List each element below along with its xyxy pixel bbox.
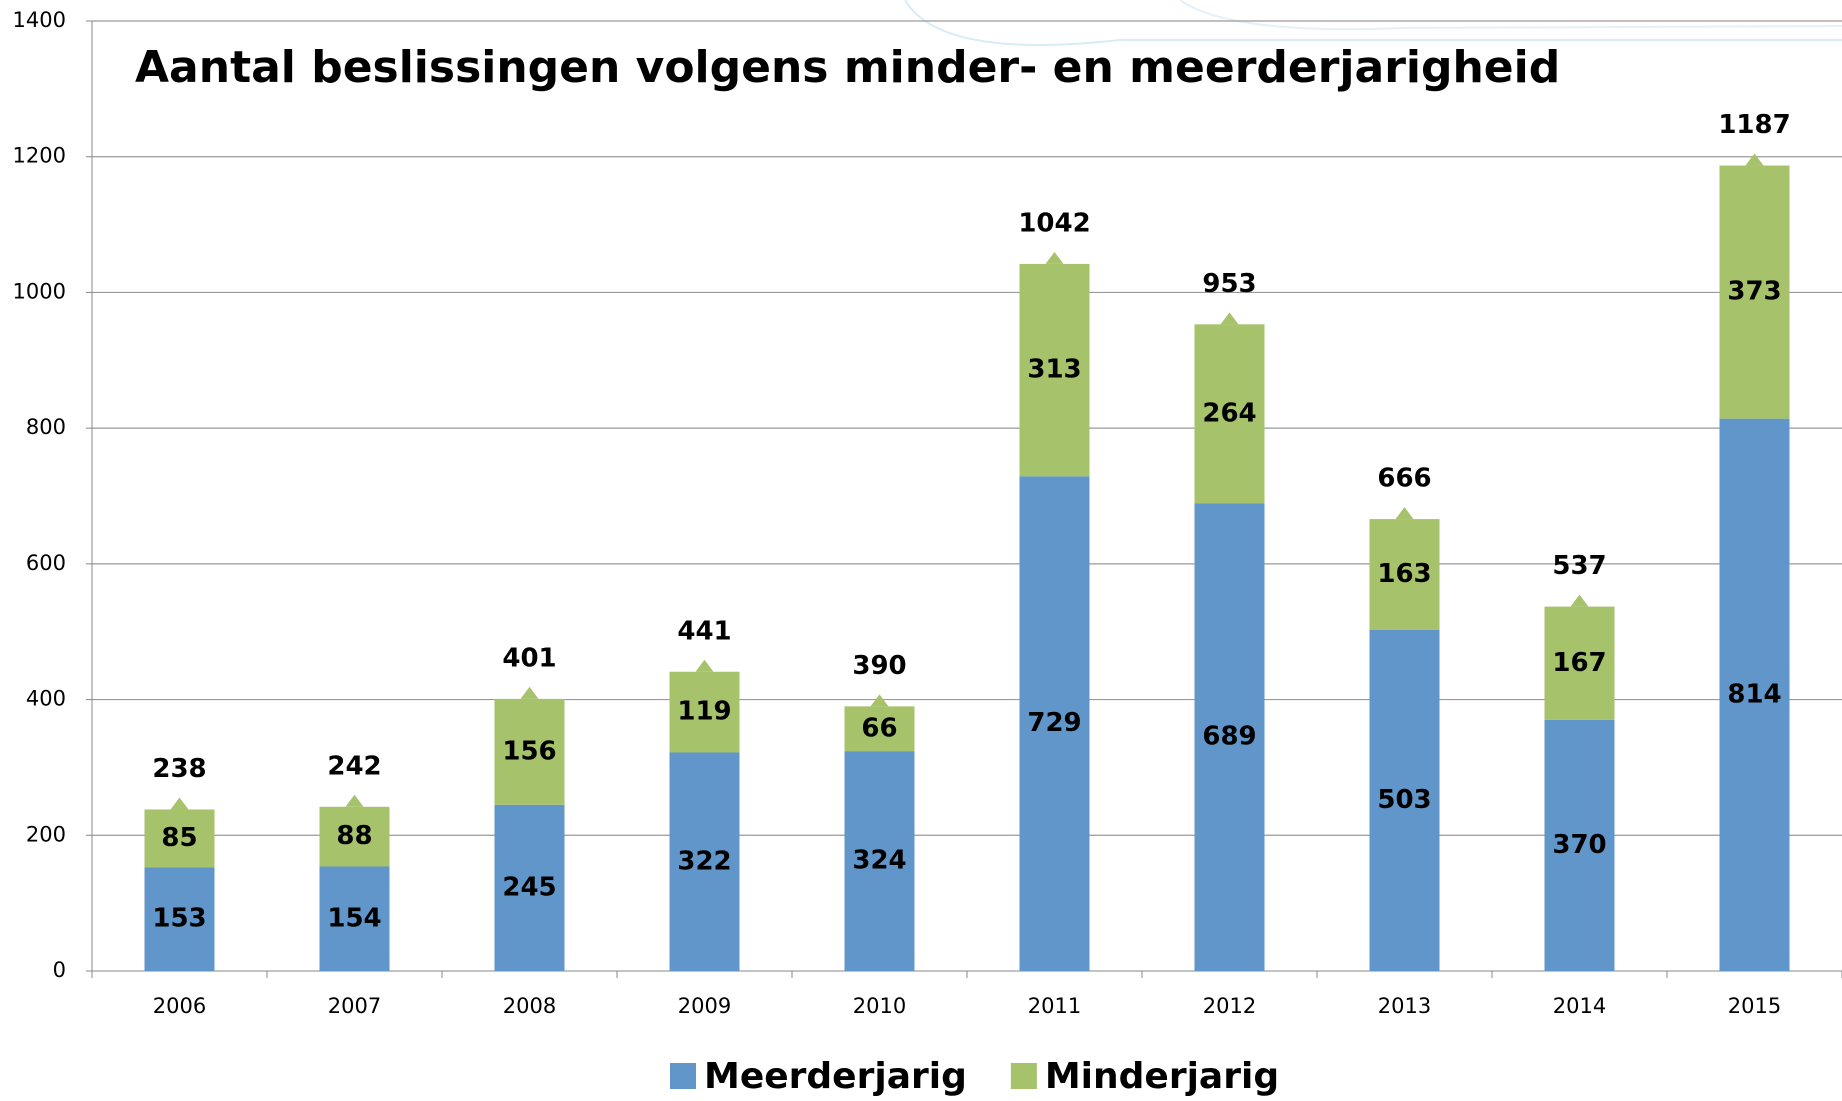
total-label: 537: [1552, 551, 1606, 581]
total-marker: [1220, 312, 1239, 325]
total-marker: [520, 686, 539, 699]
value-label: 153: [152, 904, 206, 934]
x-tick-label: 2006: [153, 994, 206, 1018]
value-label: 729: [1027, 708, 1081, 738]
total-label: 441: [677, 616, 731, 646]
value-label: 163: [1377, 559, 1431, 589]
value-label: 245: [502, 872, 556, 902]
x-tick-label: 2015: [1728, 994, 1781, 1018]
y-tick-label: 800: [26, 415, 66, 439]
legend-swatch: [670, 1063, 696, 1089]
total-marker: [345, 794, 364, 807]
total-label: 390: [852, 651, 906, 681]
total-marker: [1745, 153, 1764, 166]
bar-segment: [669, 671, 740, 753]
x-tick-label: 2010: [853, 994, 906, 1018]
value-label: 119: [677, 697, 731, 727]
value-label: 264: [1202, 398, 1256, 428]
bar-segment: [144, 867, 215, 971]
bar-segment: [1194, 503, 1265, 971]
value-label: 373: [1727, 277, 1781, 307]
legend-swatch: [1010, 1063, 1037, 1089]
bar-segment: [319, 806, 390, 867]
x-tick-label: 2014: [1553, 994, 1606, 1018]
x-tick-label: 2007: [328, 994, 381, 1018]
bar-segment: [1019, 263, 1090, 477]
value-label: 156: [502, 736, 556, 766]
total-marker: [1570, 594, 1589, 607]
value-label: 503: [1377, 785, 1431, 815]
total-marker: [1045, 251, 1064, 264]
bar-segment: [494, 804, 565, 971]
total-label: 953: [1202, 269, 1256, 299]
value-label: 689: [1202, 722, 1256, 752]
total-marker: [695, 659, 714, 672]
bar-segment: [1544, 719, 1615, 971]
value-label: 322: [677, 846, 731, 876]
total-label: 242: [327, 751, 381, 781]
bar-segment: [1719, 418, 1790, 972]
y-tick-label: 1000: [13, 279, 66, 303]
bar-segment: [1719, 165, 1790, 419]
total-label: 1042: [1018, 208, 1090, 238]
total-marker: [170, 797, 189, 810]
bar-segment: [1194, 324, 1265, 504]
x-tick-label: 2013: [1378, 994, 1431, 1018]
bar-segment: [844, 706, 915, 752]
legend-label: Minderjarig: [1045, 1056, 1279, 1097]
value-label: 85: [161, 823, 197, 853]
value-label: 88: [336, 821, 372, 851]
total-marker: [1395, 507, 1414, 520]
x-tick-label: 2011: [1028, 994, 1081, 1018]
total-label: 1187: [1718, 110, 1790, 140]
value-label: 66: [861, 713, 897, 743]
value-label: 167: [1552, 648, 1606, 678]
bar-segment: [1019, 476, 1090, 971]
bar-segment: [1369, 629, 1440, 971]
total-label: 238: [152, 754, 206, 784]
chart-title: Aantal beslissingen volgens minder- en m…: [135, 42, 1560, 93]
y-tick-label: 200: [26, 822, 66, 846]
value-label: 814: [1727, 679, 1781, 709]
x-tick-label: 2012: [1203, 994, 1256, 1018]
y-tick-label: 0: [53, 958, 66, 982]
decoration: [1179, 0, 1842, 31]
bar-segment: [1369, 519, 1440, 630]
bar-segment: [319, 866, 390, 971]
total-label: 666: [1377, 464, 1431, 494]
value-label: 370: [1552, 830, 1606, 860]
bar-segment: [669, 752, 740, 971]
x-tick-label: 2008: [503, 994, 556, 1018]
total-label: 401: [502, 643, 556, 673]
x-tick-label: 2009: [678, 994, 731, 1018]
y-tick-label: 1400: [13, 8, 66, 32]
value-label: 313: [1027, 355, 1081, 385]
value-label: 154: [327, 903, 381, 933]
total-marker: [870, 694, 889, 707]
bar-segment: [1544, 606, 1615, 720]
bar-segment: [494, 698, 565, 805]
bar-segment: [144, 809, 215, 868]
bar-segment: [844, 751, 915, 971]
decoration: [904, 0, 1842, 46]
value-label: 324: [852, 846, 906, 876]
legend-label: Meerderjarig: [704, 1056, 967, 1097]
y-tick-label: 600: [26, 551, 66, 575]
y-tick-label: 400: [26, 687, 66, 711]
y-tick-label: 1200: [13, 144, 66, 168]
